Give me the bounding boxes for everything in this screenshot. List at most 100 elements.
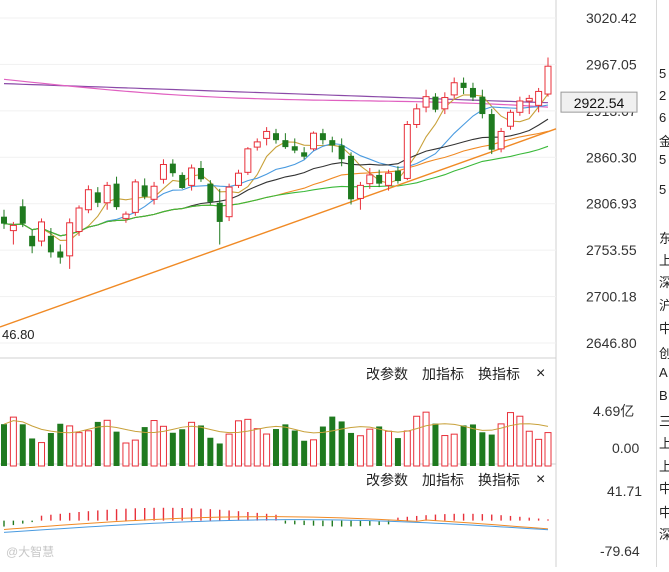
quote-panel-char: 中 — [659, 478, 669, 497]
volume-bar — [450, 433, 458, 467]
candle-body — [159, 164, 167, 180]
candle-body — [169, 163, 176, 174]
candle-body — [29, 235, 36, 247]
quote-panel-char: 5 — [659, 66, 667, 81]
price-tick-label: 2860.30 — [586, 149, 637, 165]
candle-body — [450, 82, 458, 96]
candle-body — [197, 167, 204, 180]
candle-body — [356, 184, 364, 199]
volume-bar — [29, 438, 36, 466]
price-tick-label: 2646.80 — [586, 335, 637, 351]
candle-body — [319, 133, 326, 141]
ma5-line — [3, 93, 549, 241]
volume-bar — [366, 428, 374, 467]
candle-body — [516, 100, 524, 113]
volume-bar — [310, 439, 318, 467]
candle-body — [403, 123, 411, 179]
volume-change-params-button[interactable]: 改参数 — [366, 366, 408, 382]
candle-body — [66, 222, 74, 257]
watermark-logo: @大智慧 — [6, 545, 55, 559]
candle-body — [544, 65, 552, 95]
candle-body — [150, 185, 158, 200]
volume-bar — [19, 424, 26, 466]
quote-panel-char: 创 — [659, 343, 669, 362]
volume-add-indicator-button[interactable]: 加指标 — [422, 366, 464, 382]
candle-body — [488, 114, 495, 150]
quote-panel-char: 5 — [659, 182, 667, 197]
volume-bar — [441, 435, 449, 467]
candle-body — [338, 145, 345, 160]
macd-dif-line — [3, 516, 549, 531]
volume-swap-indicator-button[interactable]: 换指标 — [478, 366, 520, 382]
volume-bar — [497, 423, 505, 467]
candle-body — [244, 148, 252, 173]
volume-bar — [488, 434, 495, 466]
candle-body — [1, 216, 7, 224]
candle-body — [103, 184, 111, 204]
volume-bar — [234, 420, 242, 467]
candle-body — [9, 224, 17, 232]
support-trendline — [0, 128, 557, 328]
quote-panel-char: 深 — [659, 272, 669, 291]
candle-body — [422, 96, 430, 108]
macd-change-params-button[interactable]: 改参数 — [366, 472, 408, 488]
candle-body — [291, 146, 298, 151]
volume-bar — [253, 428, 261, 467]
candle-body — [329, 140, 336, 146]
candle-body — [479, 96, 486, 115]
volume-bar — [356, 435, 364, 467]
candle-body — [234, 172, 242, 186]
macd-close-icon[interactable]: × — [536, 471, 546, 488]
volume-bar — [141, 427, 148, 466]
volume-bar — [244, 418, 252, 467]
macd-tick-label: -79.64 — [600, 543, 640, 559]
volume-bar — [516, 415, 524, 467]
candle-body — [225, 186, 233, 218]
volume-bar — [188, 421, 196, 467]
macd-swap-indicator-button[interactable]: 换指标 — [478, 472, 520, 488]
macd-add-indicator-button[interactable]: 加指标 — [422, 472, 464, 488]
current-price-tag — [560, 91, 638, 113]
candle-body — [525, 97, 533, 102]
candle-body — [113, 183, 120, 208]
volume-bar — [122, 442, 130, 467]
candle-body — [263, 130, 271, 139]
volume-bar — [422, 411, 430, 467]
volume-bar — [169, 432, 176, 466]
volume-bar — [544, 432, 552, 467]
volume-bar — [75, 432, 83, 467]
quote-panel-char: 东 — [659, 228, 669, 247]
volume-bar — [225, 433, 233, 467]
quote-panel-char: 中 — [659, 502, 669, 521]
candle-body — [535, 90, 543, 106]
candle-body — [75, 207, 83, 232]
volume-bar — [348, 432, 355, 466]
candle-body — [216, 202, 223, 222]
volume-bar — [460, 425, 467, 466]
quote-panel-char: 沪 — [659, 295, 669, 314]
right-quote-panel[interactable]: 526金55东上深沪中创AB三上上中中深 — [656, 0, 669, 567]
volume-bar — [57, 423, 64, 466]
volume-tick-label: 4.69亿 — [593, 403, 634, 419]
price-tick-label: 2967.05 — [586, 56, 637, 72]
candle-body — [460, 82, 467, 88]
volume-bar — [1, 424, 7, 466]
volume-bar — [338, 421, 345, 466]
candle-body — [366, 174, 374, 185]
quote-panel-char: 金 — [659, 131, 669, 150]
quote-panel-char: 深 — [659, 524, 669, 543]
volume-bar — [535, 438, 543, 467]
volume-bar — [329, 416, 336, 466]
candle-body — [94, 192, 101, 203]
quote-panel-char: 三 — [659, 411, 669, 430]
candle-body — [19, 206, 26, 224]
candle-body — [385, 172, 393, 186]
volume-bar — [66, 425, 74, 467]
volume-close-icon[interactable]: × — [536, 365, 546, 382]
volume-bar — [131, 439, 139, 467]
volume-bar — [103, 419, 111, 467]
volume-bar — [84, 430, 92, 467]
volume-bar — [301, 440, 308, 466]
